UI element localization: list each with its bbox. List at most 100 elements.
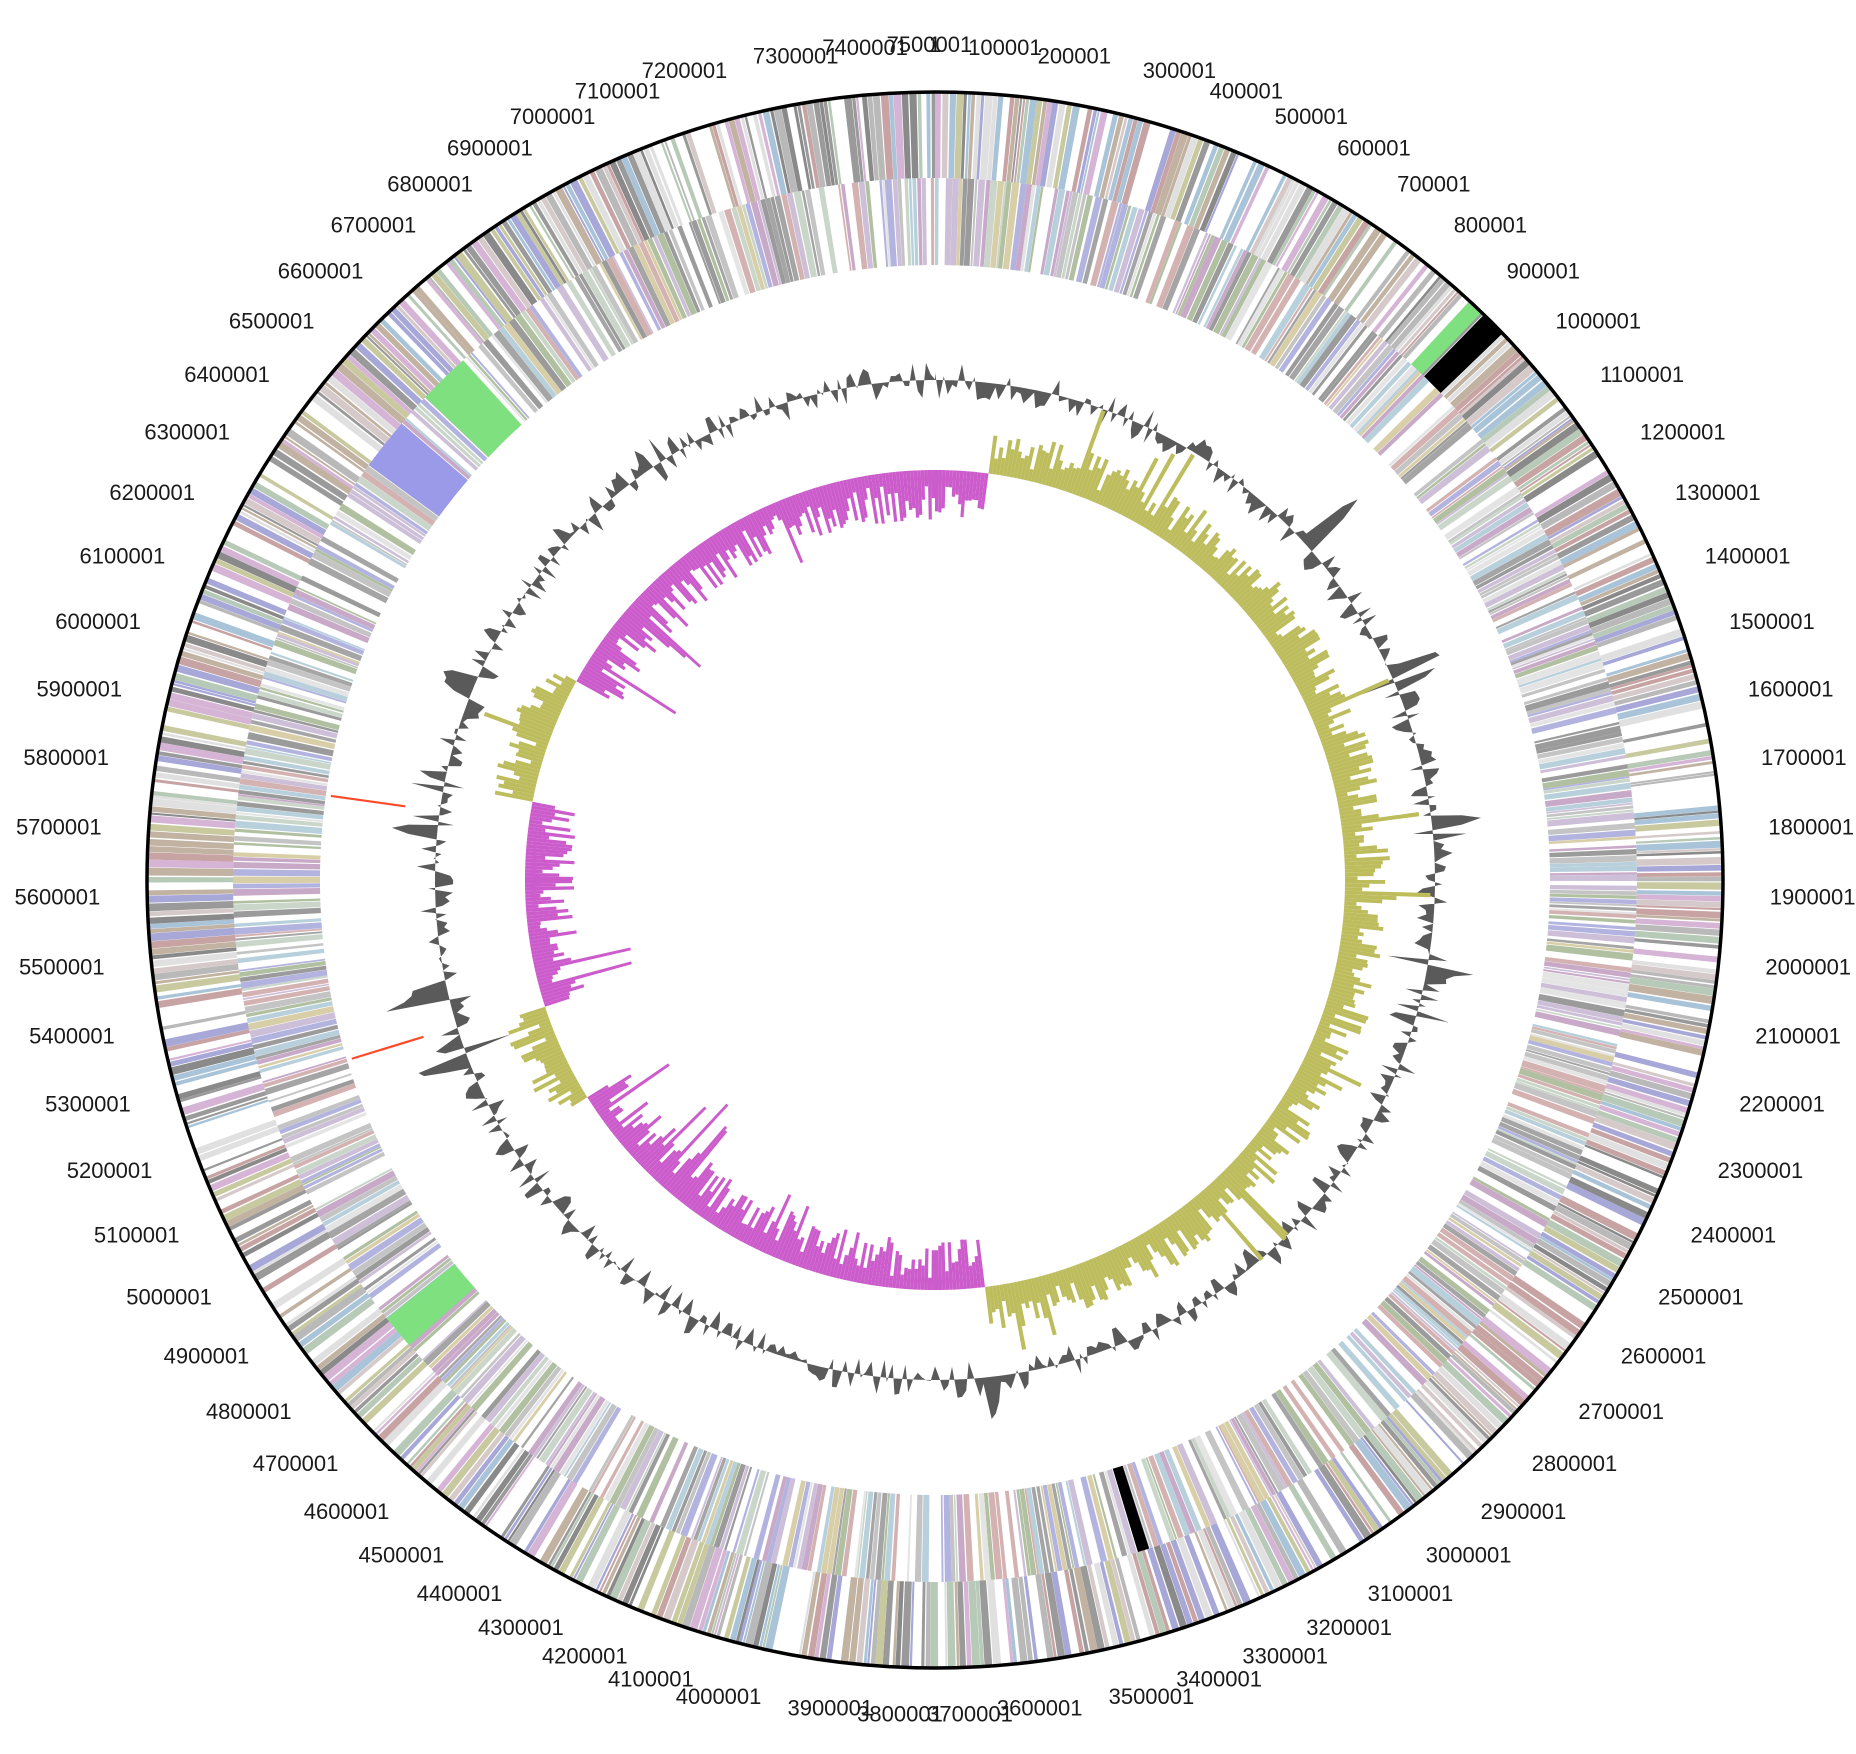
gc-skew-segment	[856, 1242, 868, 1284]
gc-skew-segment	[1130, 1238, 1151, 1271]
forward-cds	[1612, 1061, 1697, 1088]
forward-cds	[295, 414, 369, 470]
position-label: 7400001	[822, 35, 908, 60]
reverse-cds	[1015, 184, 1033, 271]
gc-skew-segment	[954, 1261, 961, 1290]
gc-skew-segment	[1081, 455, 1102, 499]
reverse-cds	[1149, 222, 1183, 305]
forward-cds	[1424, 1379, 1489, 1445]
reverse-cds	[300, 575, 381, 618]
forward-cds	[1507, 1281, 1582, 1337]
reverse-cds	[1345, 357, 1408, 425]
gc-skew-segment	[771, 502, 782, 521]
reverse-cds	[233, 852, 321, 860]
reverse-cds	[1126, 1462, 1159, 1547]
forward-cds	[1046, 101, 1066, 188]
gc-skew-segment	[1152, 496, 1178, 535]
reverse-cds	[254, 1029, 340, 1057]
reverse-cds	[290, 1122, 373, 1163]
forward-cds	[1202, 1527, 1239, 1609]
forward-cds	[1354, 1438, 1413, 1512]
gc-skew-segment	[717, 1204, 735, 1230]
forward-cds	[205, 577, 287, 616]
forward-cds	[1458, 354, 1525, 415]
forward-cds	[856, 1578, 871, 1665]
reverse-cds	[1002, 182, 1020, 270]
gc-skew-segment	[1297, 668, 1336, 691]
forward-cds	[944, 1581, 948, 1668]
reverse-cds	[239, 960, 326, 977]
reverse-cds	[420, 398, 488, 462]
reverse-cds	[1067, 1479, 1093, 1566]
gc-skew-segment	[1272, 626, 1307, 651]
forward-cds	[606, 1517, 645, 1598]
gc-skew-segment	[1334, 968, 1355, 977]
reverse-cds	[1106, 1469, 1137, 1555]
forward-cds	[1584, 1144, 1666, 1180]
forward-cds	[1116, 118, 1144, 204]
forward-cds	[392, 1389, 457, 1458]
gc-skew-segment	[1078, 1262, 1096, 1301]
reverse-cds	[1436, 473, 1509, 526]
forward-cds	[301, 1297, 375, 1355]
gc-skew-segment	[1278, 632, 1319, 660]
reverse-cds	[1191, 1437, 1232, 1519]
position-label: 4900001	[164, 1344, 250, 1369]
reverse-cds	[1530, 1033, 1615, 1058]
gc-skew-segment	[1016, 1281, 1025, 1305]
reverse-cds	[1400, 421, 1468, 480]
forward-cds	[163, 1022, 249, 1048]
forward-cds	[169, 1047, 255, 1076]
gc-skew-segment	[1222, 573, 1239, 591]
reverse-cds	[357, 475, 433, 531]
gc-skew-segment	[1293, 670, 1315, 685]
forward-cds	[419, 1410, 478, 1478]
reverse-cds	[1004, 1490, 1020, 1578]
forward-cds	[1498, 1293, 1572, 1351]
forward-cds	[1093, 1562, 1120, 1648]
forward-cds	[1636, 856, 1723, 866]
forward-cds	[471, 1447, 525, 1520]
reverse-cds	[1541, 977, 1629, 997]
gc-skew-segment	[995, 1284, 1006, 1329]
reverse-cds	[1241, 1411, 1288, 1489]
gc-skew-segment	[705, 1187, 731, 1222]
reverse-cds	[1546, 941, 1634, 953]
gc-skew-segment	[519, 1006, 547, 1019]
forward-cds	[1552, 1210, 1631, 1254]
reverse-cds	[1469, 533, 1549, 582]
forward-cds	[917, 92, 923, 179]
reverse-cds	[1177, 234, 1215, 316]
forward-cds	[531, 200, 579, 277]
position-label: 1200001	[1640, 420, 1726, 445]
gc-skew-segment	[798, 1225, 816, 1268]
forward-cds	[1114, 1557, 1141, 1642]
reverse-cds	[490, 1356, 549, 1427]
gc-skew-segment	[605, 1116, 618, 1127]
gc-skew-segment	[870, 474, 878, 499]
forward-cds	[1154, 131, 1189, 216]
gc-skew-segment	[1016, 457, 1025, 479]
forward-cds	[594, 1513, 635, 1592]
reverse-cds	[1458, 1199, 1535, 1249]
reverse-cds	[1546, 802, 1633, 814]
gc-skew-segment	[603, 1107, 624, 1124]
gc-skew-segment	[1187, 1200, 1213, 1232]
forward-cds	[292, 1286, 367, 1343]
gc-skew-segment	[971, 1261, 978, 1289]
forward-cds	[1567, 538, 1648, 580]
gc-skew-segment	[761, 506, 775, 530]
forward-cds	[1039, 100, 1059, 187]
reverse-cds	[275, 636, 359, 669]
forward-cds	[819, 100, 835, 186]
reverse-cds	[1308, 322, 1365, 394]
forward-cds	[1274, 1493, 1318, 1570]
reverse-cds	[234, 828, 322, 838]
gc-skew-segment	[1339, 808, 1362, 816]
position-label: 3100001	[1368, 1581, 1454, 1606]
gc-skew-segment	[748, 513, 772, 555]
gc-skew-segment	[788, 1238, 801, 1265]
gc-skew-segment	[1051, 1272, 1059, 1287]
gc-skew-segment	[691, 548, 707, 568]
gc-skew-segment	[618, 616, 647, 641]
